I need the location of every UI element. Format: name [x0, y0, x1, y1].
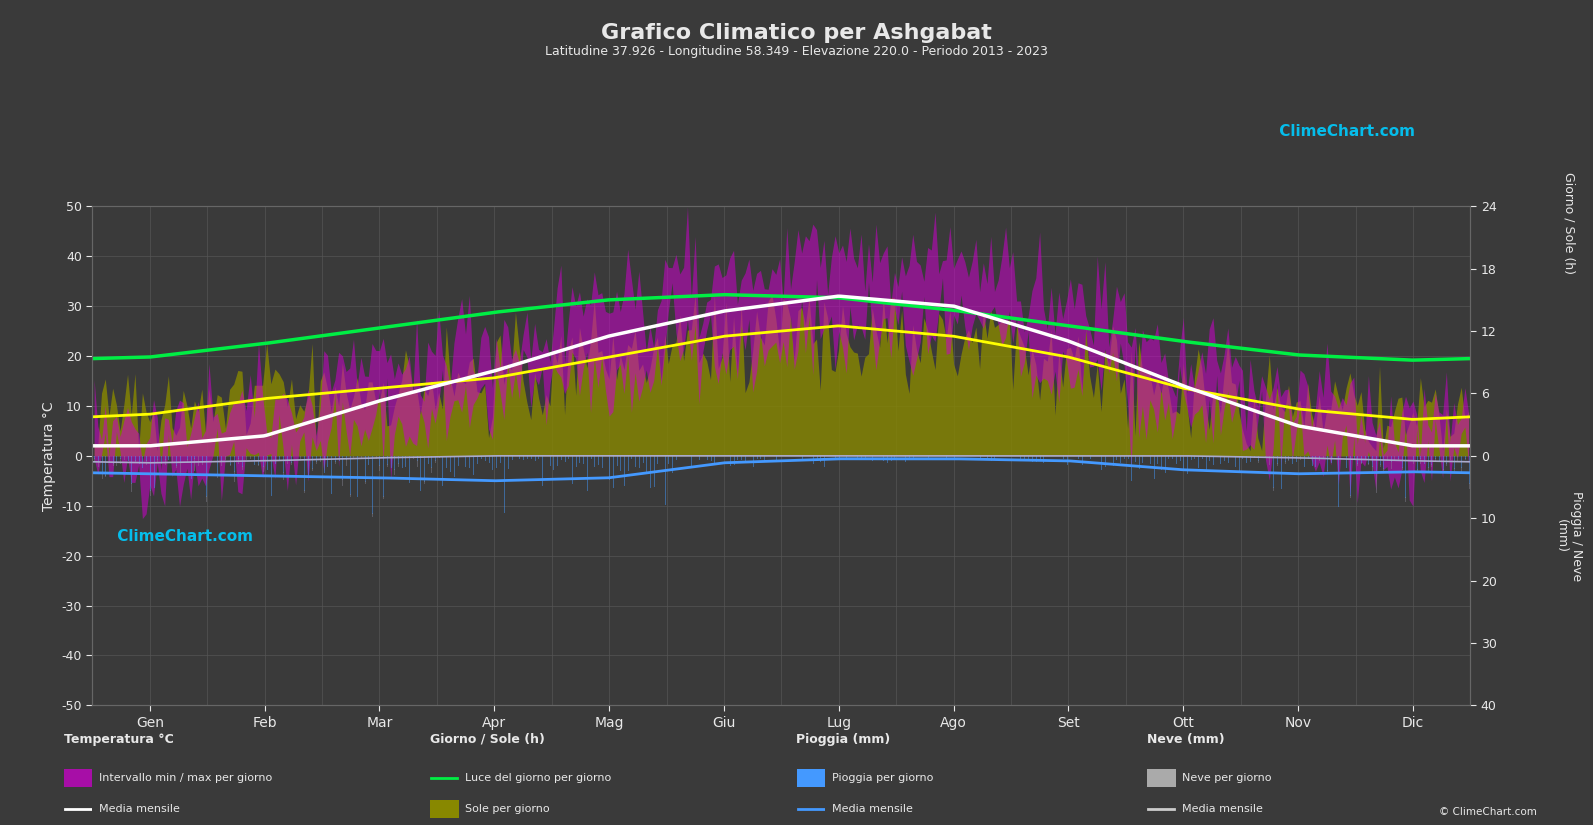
Text: Latitudine 37.926 - Longitudine 58.349 - Elevazione 220.0 - Periodo 2013 - 2023: Latitudine 37.926 - Longitudine 58.349 -…: [545, 45, 1048, 59]
Text: ClimeChart.com: ClimeChart.com: [1274, 125, 1416, 139]
Text: Giorno / Sole (h): Giorno / Sole (h): [1563, 172, 1575, 274]
Text: Media mensile: Media mensile: [832, 804, 913, 814]
Y-axis label: Temperatura °C: Temperatura °C: [41, 401, 56, 511]
Text: Giorno / Sole (h): Giorno / Sole (h): [430, 733, 545, 746]
Text: ClimeChart.com: ClimeChart.com: [112, 529, 253, 544]
Text: Pioggia (mm): Pioggia (mm): [796, 733, 890, 746]
Text: Luce del giorno per giorno: Luce del giorno per giorno: [465, 773, 612, 783]
Text: Neve per giorno: Neve per giorno: [1182, 773, 1271, 783]
Text: Pioggia / Neve
(mm): Pioggia / Neve (mm): [1555, 491, 1583, 582]
Text: Intervallo min / max per giorno: Intervallo min / max per giorno: [99, 773, 272, 783]
Text: © ClimeChart.com: © ClimeChart.com: [1440, 807, 1537, 817]
Text: Media mensile: Media mensile: [99, 804, 180, 814]
Text: Grafico Climatico per Ashgabat: Grafico Climatico per Ashgabat: [601, 23, 992, 43]
Text: Temperatura °C: Temperatura °C: [64, 733, 174, 746]
Text: Pioggia per giorno: Pioggia per giorno: [832, 773, 933, 783]
Text: Media mensile: Media mensile: [1182, 804, 1263, 814]
Text: Neve (mm): Neve (mm): [1147, 733, 1225, 746]
Text: Sole per giorno: Sole per giorno: [465, 804, 550, 814]
